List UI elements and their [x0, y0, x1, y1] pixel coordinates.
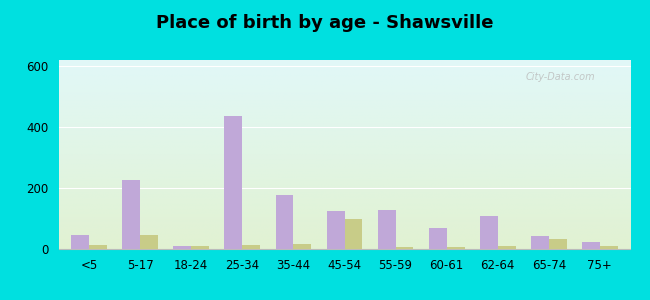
Bar [326, 211, 344, 249]
Bar [531, 236, 549, 249]
Bar [174, 246, 191, 249]
Bar [242, 245, 260, 249]
Bar [276, 195, 293, 249]
Bar [293, 244, 311, 249]
Text: Place of birth by age - Shawsville: Place of birth by age - Shawsville [156, 14, 494, 32]
Bar [549, 239, 567, 249]
Bar [72, 235, 89, 249]
Bar [600, 246, 618, 249]
Bar [344, 219, 363, 249]
Bar [498, 246, 515, 249]
Bar [191, 246, 209, 249]
Bar [122, 180, 140, 249]
Bar [89, 245, 107, 249]
Bar [447, 247, 465, 249]
Bar [140, 235, 158, 249]
Bar [224, 116, 242, 249]
Bar [429, 228, 447, 249]
Bar [582, 242, 600, 249]
Bar [480, 216, 498, 249]
Bar [378, 210, 396, 249]
Bar [396, 247, 413, 249]
Text: City-Data.com: City-Data.com [525, 72, 595, 82]
